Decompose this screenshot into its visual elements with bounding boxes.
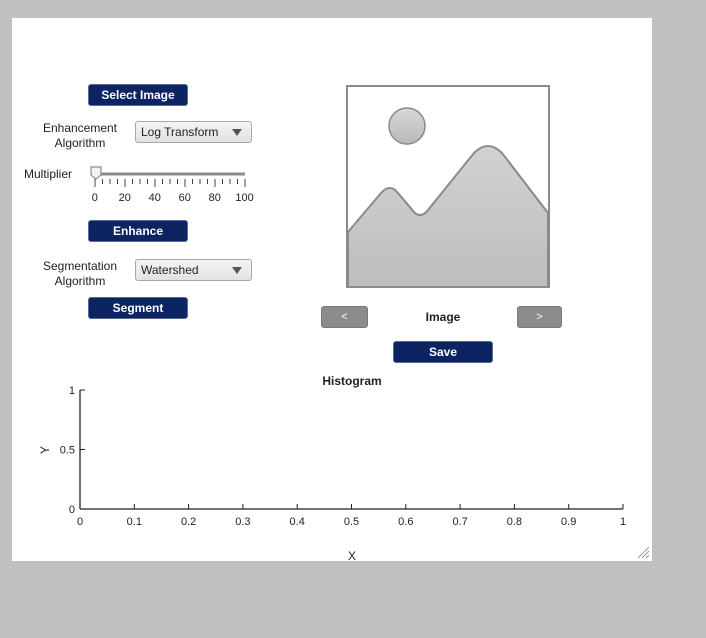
segment-button[interactable]: Segment (88, 297, 188, 319)
x-tick-label: 0.2 (181, 516, 196, 528)
chevron-down-icon (232, 267, 242, 274)
x-axis-label: X (348, 549, 356, 561)
y-tick-label: 0.5 (60, 445, 75, 457)
slider-tick-label: 0 (91, 192, 98, 204)
histogram-chart: Histogram 0 0.1 0.2 0.3 0.4 0.5 0.6 0.7 0.8 0.9 1 0… (12, 370, 652, 563)
previous-image-button[interactable]: < (321, 306, 368, 328)
segmentation-selected-value: Watershed (141, 263, 199, 277)
slider-tick-label: 80 (208, 192, 221, 204)
histogram-svg: Histogram 0 0.1 0.2 0.3 0.4 0.5 0.6 0.7 0.8 0.9 1 0… (38, 374, 626, 563)
segmentation-label-line1: Segmentation (42, 259, 118, 273)
resize-grip-icon[interactable] (636, 545, 650, 559)
enhancement-algorithm-label: Enhancement Algorithm (32, 121, 128, 151)
enhancement-selected-value: Log Transform (141, 125, 219, 139)
x-tick-label: 0.3 (235, 516, 250, 528)
x-tick-label: 0.5 (344, 516, 359, 528)
enhancement-label-line1: Enhancement (42, 121, 118, 135)
slider-tick-label: 60 (178, 192, 191, 204)
x-tick-label: 0.9 (561, 516, 576, 528)
x-tick-label: 0.7 (452, 516, 467, 528)
enhancement-algorithm-dropdown[interactable]: Log Transform (135, 121, 252, 143)
x-tick-label: 1 (620, 516, 626, 528)
slider-graphic (90, 166, 246, 187)
y-tick-label: 1 (69, 385, 75, 397)
x-tick-label: 0 (77, 516, 83, 528)
image-placeholder-icon (346, 85, 550, 288)
y-tick-label: 0 (69, 504, 75, 516)
slider-tick-label: 100 (235, 192, 254, 204)
slider-thumb (90, 166, 102, 180)
select-image-button[interactable]: Select Image (88, 84, 188, 106)
enhance-button[interactable]: Enhance (88, 220, 188, 242)
multiplier-label: Multiplier (24, 167, 73, 181)
x-tick-label: 0.1 (127, 516, 142, 528)
x-tick-label: 0.8 (507, 516, 522, 528)
segmentation-algorithm-label: Segmentation Algorithm (32, 259, 128, 289)
enhancement-label-line2: Algorithm (54, 136, 106, 150)
save-button[interactable]: Save (393, 341, 493, 363)
x-tick-label: 0.4 (290, 516, 305, 528)
slider-tick-label: 40 (148, 192, 161, 204)
app-figure: Select Image Enhancement Algorithm Log T… (12, 18, 652, 563)
y-axis-label: Y (38, 446, 52, 454)
image-caption: Image (425, 310, 461, 324)
multiplier-slider[interactable] (90, 166, 250, 206)
segmentation-algorithm-dropdown[interactable]: Watershed (135, 259, 252, 281)
next-image-button[interactable]: > (517, 306, 562, 328)
slider-tick-label: 20 (118, 192, 131, 204)
segmentation-label-line2: Algorithm (54, 274, 106, 288)
x-tick-label: 0.6 (398, 516, 413, 528)
chart-title: Histogram (322, 374, 381, 388)
chevron-down-icon (232, 129, 242, 136)
